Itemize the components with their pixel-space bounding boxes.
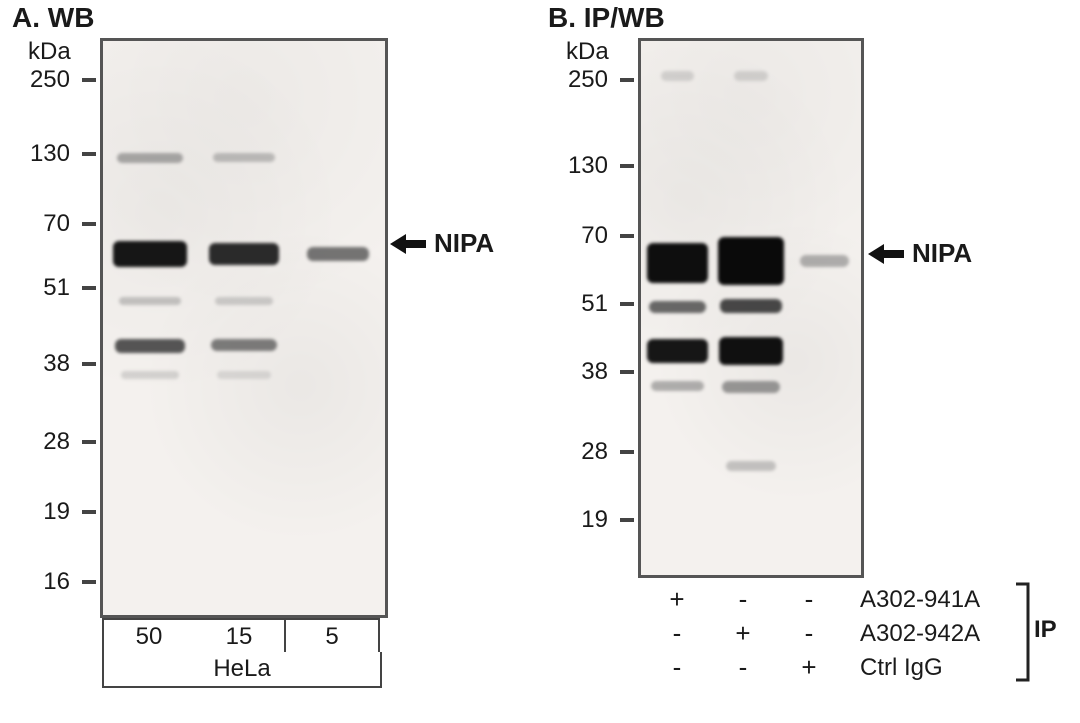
mw-marker-label: 51	[548, 290, 608, 318]
panel-b: B. IP/WB kDa 2501307051382819 NIPA +--A3…	[0, 0, 1080, 723]
mw-tick	[620, 450, 634, 454]
antibody-mark: -	[776, 618, 842, 649]
blot-band	[651, 381, 704, 391]
antibody-label: Ctrl IgG	[860, 654, 943, 682]
blot-band	[720, 299, 781, 313]
mw-tick	[620, 370, 634, 374]
mw-tick	[620, 234, 634, 238]
antibody-mark: +	[776, 652, 842, 683]
panel-b-ip-bracket	[1014, 582, 1032, 687]
blot-band	[719, 337, 782, 365]
blot-band	[649, 301, 706, 313]
blot-band	[726, 461, 775, 471]
blot-band	[718, 237, 783, 285]
antibody-mark: -	[710, 652, 776, 683]
mw-tick	[620, 518, 634, 522]
panel-b-blot	[638, 38, 864, 578]
antibody-mark: +	[710, 618, 776, 649]
panel-b-axis-unit: kDa	[566, 38, 609, 66]
blot-band	[722, 381, 779, 393]
mw-marker-label: 28	[548, 438, 608, 466]
mw-marker-label: 38	[548, 358, 608, 386]
antibody-row: -+-A302-942A	[644, 618, 980, 649]
mw-marker-label: 250	[548, 66, 608, 94]
antibody-mark: -	[710, 584, 776, 615]
antibody-row: +--A302-941A	[644, 584, 980, 615]
antibody-row: --+Ctrl IgG	[644, 652, 943, 683]
mw-marker-label: 19	[548, 506, 608, 534]
blot-band	[800, 255, 849, 267]
mw-tick	[620, 78, 634, 82]
antibody-label: A302-941A	[860, 586, 980, 614]
panel-b-nipa-label: NIPA	[912, 238, 972, 269]
panel-b-title: B. IP/WB	[548, 2, 665, 34]
blot-band	[734, 71, 767, 81]
blot-band	[661, 71, 694, 81]
antibody-mark: +	[644, 584, 710, 615]
mw-marker-label: 70	[548, 222, 608, 250]
arrow-left-icon	[868, 244, 904, 264]
bracket-icon	[1014, 582, 1032, 682]
blot-band	[647, 243, 708, 283]
antibody-mark: -	[644, 652, 710, 683]
mw-tick	[620, 302, 634, 306]
antibody-label: A302-942A	[860, 620, 980, 648]
antibody-mark: -	[776, 584, 842, 615]
panel-b-ip-label: IP	[1034, 616, 1057, 644]
figure-root: A. WB kDa 250130705138281916 NIPA 50155 …	[0, 0, 1080, 723]
mw-tick	[620, 164, 634, 168]
mw-marker-label: 130	[548, 152, 608, 180]
panel-b-nipa-arrow: NIPA	[868, 238, 972, 269]
antibody-mark: -	[644, 618, 710, 649]
blot-band	[647, 339, 708, 363]
